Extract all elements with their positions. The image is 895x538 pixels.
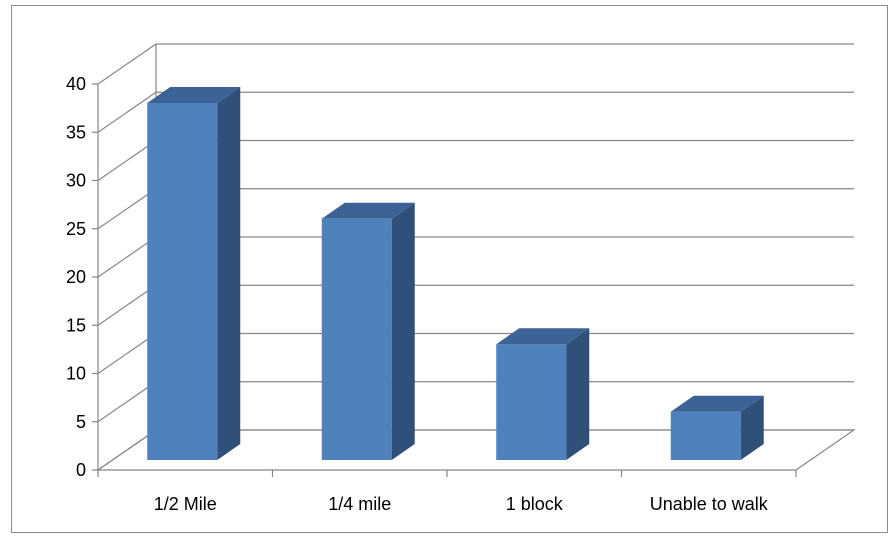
side-wall-gridline <box>97 140 157 181</box>
label-layer: 0 5 10 15 20 25 30 35 40 1/2 Mile 1/4 mile 1 block U… <box>66 74 769 514</box>
y-tick-label: 35 <box>66 122 86 142</box>
y-tick-label: 25 <box>66 219 86 239</box>
bar-front <box>147 102 218 460</box>
bar-top <box>496 328 590 345</box>
side-wall-gridline <box>97 333 157 374</box>
side-wall-gridline <box>97 236 157 278</box>
bar-side <box>566 328 590 460</box>
x-category-label: 1/4 mile <box>328 494 391 514</box>
y-tick-label: 40 <box>66 74 86 94</box>
bar-side <box>217 86 241 460</box>
bar-front <box>321 218 392 460</box>
y-tick-label: 5 <box>76 412 86 432</box>
y-tick-label: 20 <box>66 267 86 287</box>
floor <box>96 429 856 471</box>
bar-top <box>321 202 415 219</box>
side-wall-gridline <box>97 188 157 230</box>
bar-top <box>670 395 764 412</box>
x-category-label: Unable to walk <box>650 494 769 514</box>
bar-front <box>670 411 741 460</box>
bar-side <box>391 202 415 460</box>
bar-layer <box>147 86 764 460</box>
y-tick-label: 15 <box>66 315 86 335</box>
bar-side <box>740 395 764 460</box>
y-tick-label: 30 <box>66 171 86 191</box>
side-wall-gridline <box>97 91 157 133</box>
bar-top <box>147 86 241 103</box>
x-category-label: 1 block <box>506 494 564 514</box>
y-tick-label: 10 <box>66 364 86 384</box>
y-tick-label: 0 <box>76 460 86 480</box>
bar-front <box>496 344 567 460</box>
grid-layer <box>92 43 856 477</box>
x-category-label: 1/2 Mile <box>154 494 217 514</box>
side-wall-gridline <box>97 381 157 423</box>
side-wall-gridline <box>97 43 157 85</box>
side-wall-gridline <box>97 284 157 326</box>
